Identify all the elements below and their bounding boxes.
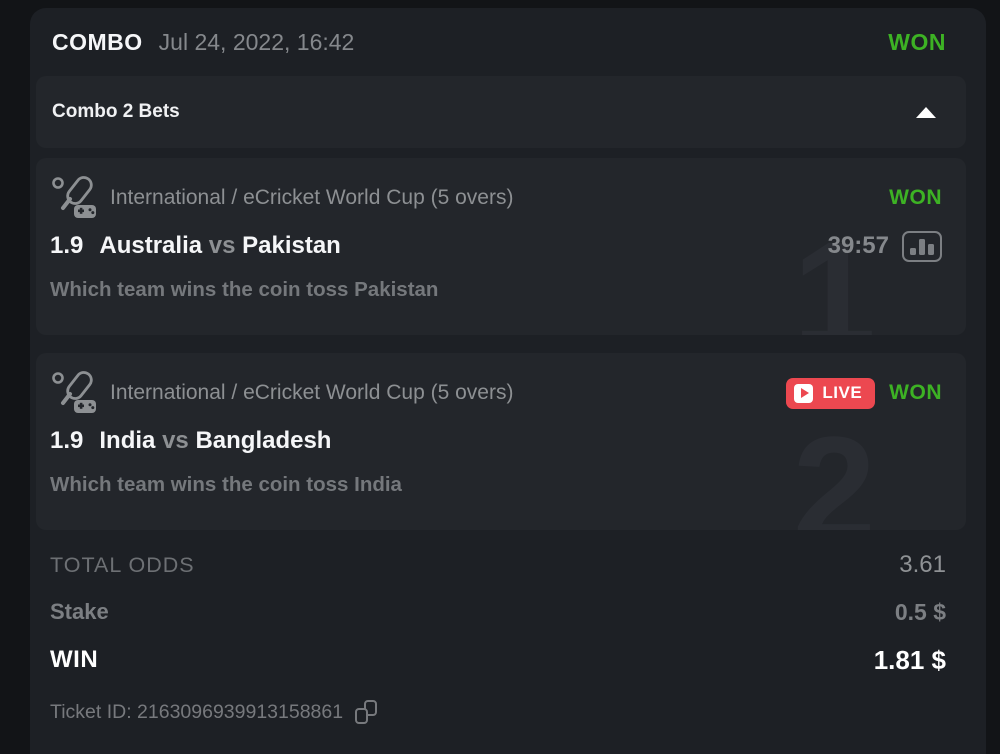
live-badge: LIVE (786, 377, 876, 409)
copy-ticket-id-button[interactable] (355, 700, 378, 724)
ticket-type-label: COMBO (52, 28, 143, 55)
bet-status-badge: WON (889, 186, 942, 209)
match-teams: Australia vs Pakistan (99, 232, 340, 260)
live-label: LIVE (822, 383, 863, 402)
bet-odds: 1.9 (50, 427, 84, 454)
league-name: International / eCricket World Cup (5 ov… (110, 381, 514, 404)
ticket-id: Ticket ID: 2163096939913158861 (50, 700, 344, 723)
win-label: WIN (50, 646, 99, 673)
ecricket-sport-icon (52, 371, 96, 413)
league-name: International / eCricket World Cup (5 ov… (110, 186, 514, 209)
copy-icon (355, 708, 369, 724)
ticket-header: COMBO Jul 24, 2022, 16:42 WON (30, 8, 986, 76)
home-team: India (99, 427, 156, 454)
combo-bets-label: Combo 2 Bets (52, 101, 180, 122)
match-time: 39:57 (827, 232, 889, 259)
stake-value: 0.5 $ (894, 598, 946, 625)
ticket-status-badge: WON (888, 28, 946, 55)
stats-bar-icon (919, 238, 925, 255)
total-odds-label: TOTAL ODDS (50, 552, 195, 577)
vs-separator: vs (208, 232, 243, 259)
vs-separator: vs (162, 427, 196, 454)
bet-card-2: 2 International / eCricket World Cup (5 … (36, 353, 966, 530)
total-odds-row: TOTAL ODDS 3.61 (50, 550, 946, 580)
bet-odds: 1.9 (50, 232, 84, 259)
ticket-date: Jul 24, 2022, 16:42 (158, 28, 355, 55)
win-row: WIN 1.81 $ (50, 643, 946, 677)
bet-status-badge: WON (889, 381, 942, 404)
match-stats-button[interactable] (902, 230, 942, 262)
bet-card-1: 1 International / eCricket World Cup (5 … (36, 158, 966, 335)
ticket-id-row: Ticket ID: 2163096939913158861 (50, 698, 946, 726)
total-odds-value: 3.61 (899, 551, 946, 578)
bet-ticket-card: COMBO Jul 24, 2022, 16:42 WON Combo 2 Be… (30, 8, 986, 754)
stats-bar-icon (910, 247, 916, 255)
stake-row: Stake 0.5 $ (50, 597, 946, 627)
chevron-up-icon[interactable] (916, 106, 936, 118)
match-teams: India vs Bangladesh (99, 427, 331, 455)
away-team: Pakistan (242, 232, 341, 259)
stats-bar-icon (928, 243, 934, 255)
home-team: Australia (99, 232, 203, 259)
stake-label: Stake (50, 599, 109, 624)
combo-bets-toggle[interactable]: Combo 2 Bets (36, 76, 966, 148)
away-team: Bangladesh (195, 427, 332, 454)
bet-market-selection: Which team wins the coin toss Pakistan (50, 278, 439, 301)
ecricket-sport-icon (52, 176, 96, 218)
bet-market-selection: Which team wins the coin toss India (50, 473, 402, 496)
live-play-icon (794, 383, 814, 403)
win-value: 1.81 $ (873, 644, 946, 675)
